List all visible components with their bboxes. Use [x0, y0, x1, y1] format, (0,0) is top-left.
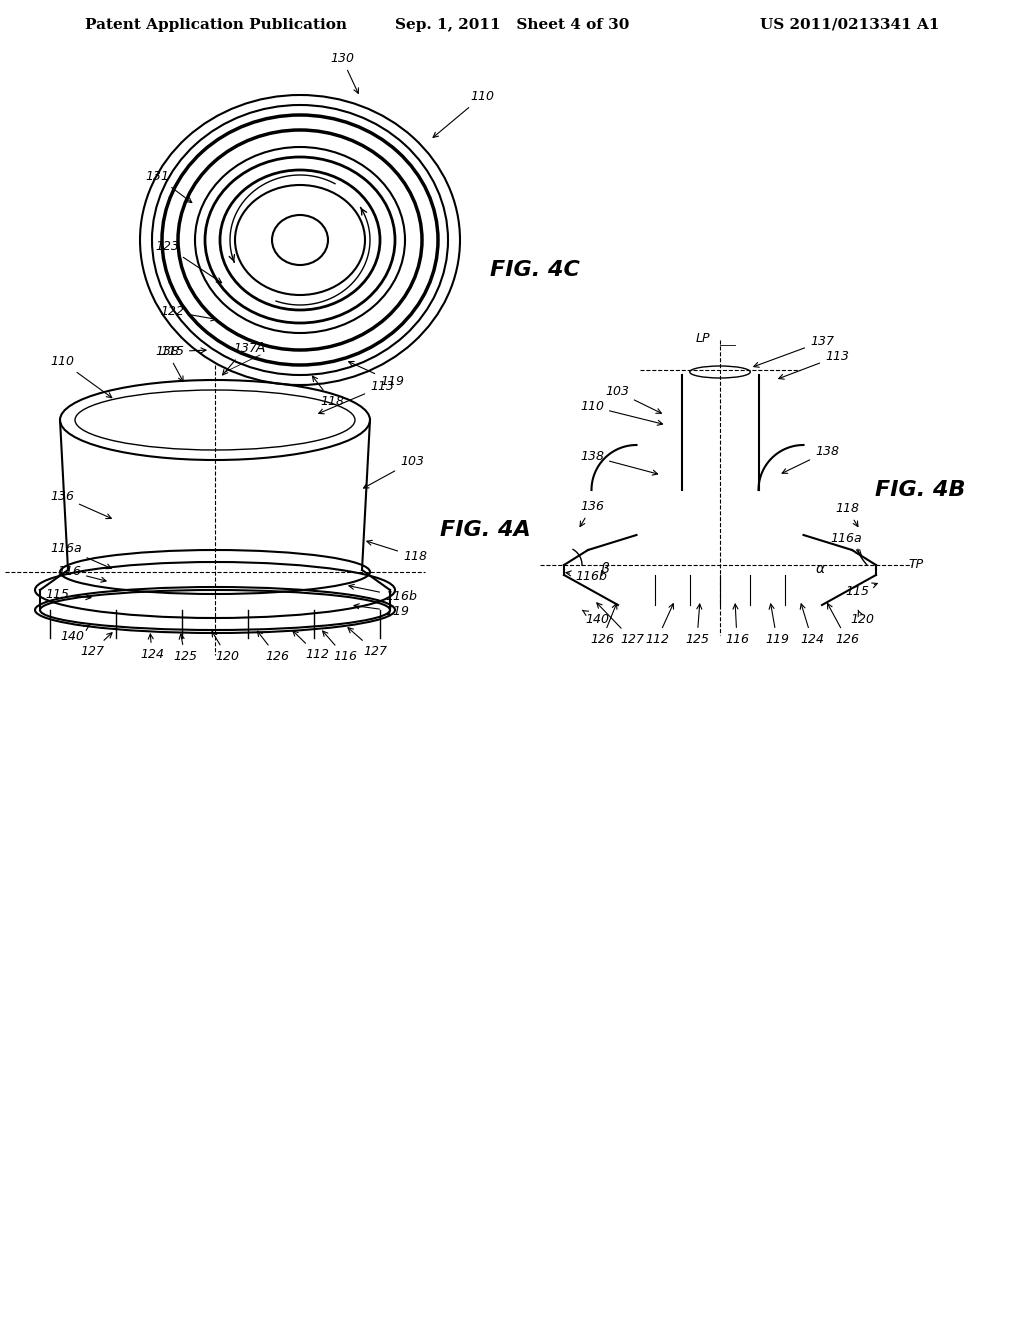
Text: 116: 116	[323, 631, 357, 663]
Text: 119: 119	[348, 362, 404, 388]
Text: 115: 115	[45, 587, 91, 601]
Text: FIG. 4B: FIG. 4B	[874, 480, 966, 500]
Text: 125: 125	[685, 605, 709, 645]
Text: 127: 127	[348, 628, 387, 657]
Text: 126: 126	[590, 603, 616, 645]
Text: 127: 127	[80, 632, 112, 657]
Text: 118: 118	[312, 376, 344, 408]
Text: 137: 137	[754, 335, 834, 367]
Text: Sep. 1, 2011   Sheet 4 of 30: Sep. 1, 2011 Sheet 4 of 30	[395, 18, 629, 32]
Text: A: A	[255, 341, 265, 355]
Text: 119: 119	[765, 605, 790, 645]
Text: 122: 122	[160, 305, 216, 321]
Text: 116b: 116b	[566, 570, 607, 583]
Text: 116b: 116b	[349, 585, 417, 603]
Text: 137: 137	[222, 342, 257, 375]
Text: FIG. 4C: FIG. 4C	[490, 260, 580, 280]
Text: 124: 124	[800, 603, 824, 645]
Text: 116a: 116a	[50, 543, 112, 569]
Text: 116: 116	[725, 605, 749, 645]
Text: 115: 115	[845, 583, 878, 598]
Text: 110: 110	[580, 400, 663, 425]
Text: 138: 138	[782, 445, 839, 474]
Text: TP: TP	[908, 558, 923, 572]
Text: 138: 138	[580, 450, 657, 475]
Text: 126: 126	[827, 603, 859, 645]
Text: 124: 124	[140, 634, 164, 661]
Text: 125: 125	[173, 634, 197, 663]
Text: 116a: 116a	[830, 532, 861, 556]
Text: 115: 115	[160, 345, 206, 358]
Text: 140: 140	[60, 626, 89, 643]
Text: 110: 110	[433, 90, 494, 137]
Text: 118: 118	[367, 540, 427, 564]
Text: Patent Application Publication: Patent Application Publication	[85, 18, 347, 32]
Text: 140: 140	[583, 610, 609, 626]
Text: 112: 112	[645, 603, 674, 645]
Text: 112: 112	[293, 631, 329, 661]
Text: 119: 119	[354, 603, 409, 618]
Text: 103: 103	[364, 455, 424, 488]
Text: β: β	[600, 562, 609, 576]
Text: 138: 138	[155, 345, 183, 381]
Text: 116: 116	[57, 565, 106, 582]
Text: 136: 136	[50, 490, 112, 519]
Text: 118: 118	[835, 502, 859, 527]
Text: α: α	[816, 562, 825, 576]
Text: 127: 127	[597, 603, 644, 645]
Text: 120: 120	[850, 610, 874, 626]
Text: US 2011/0213341 A1: US 2011/0213341 A1	[761, 18, 940, 32]
Text: 120: 120	[212, 631, 239, 663]
Text: 126: 126	[257, 631, 289, 663]
Text: 131: 131	[145, 170, 191, 202]
Text: LP: LP	[695, 333, 710, 345]
Text: 113: 113	[318, 380, 394, 413]
Text: 123: 123	[155, 240, 221, 282]
Text: 113: 113	[779, 350, 849, 379]
Text: 130: 130	[330, 51, 358, 94]
Text: 110: 110	[50, 355, 112, 397]
Text: FIG. 4A: FIG. 4A	[440, 520, 530, 540]
Text: 136: 136	[580, 500, 604, 527]
Text: 103: 103	[605, 385, 662, 413]
